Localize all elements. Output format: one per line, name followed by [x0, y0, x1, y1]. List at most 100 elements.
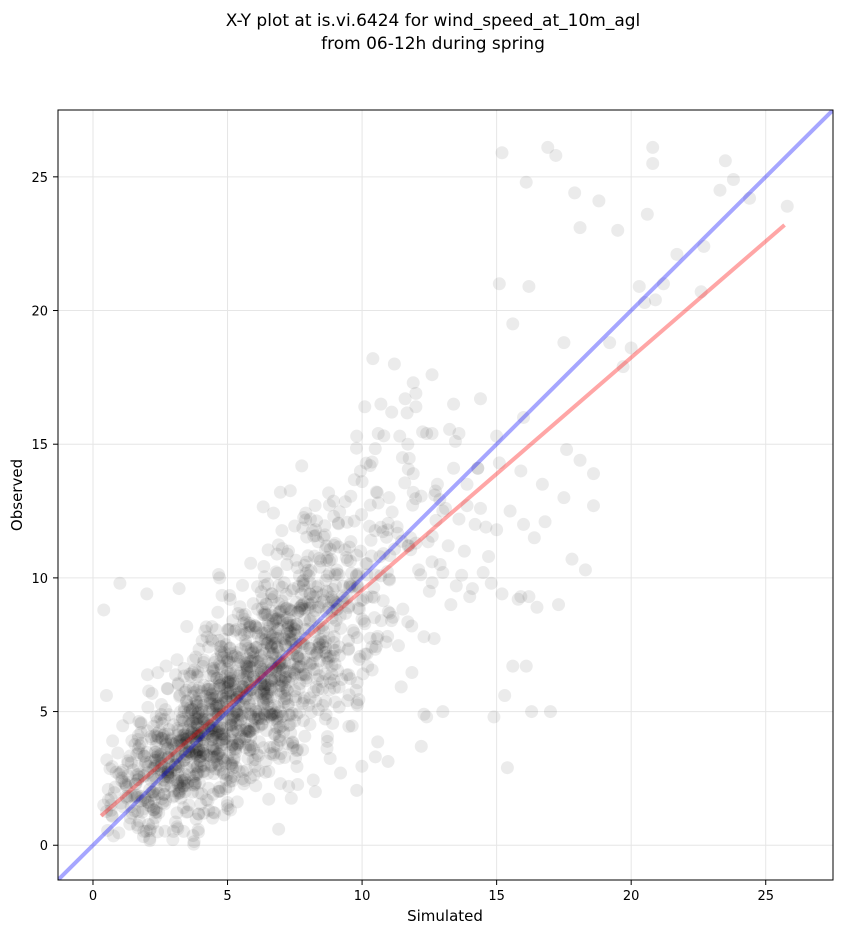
data-point: [304, 705, 318, 719]
data-point: [289, 641, 303, 655]
data-point: [243, 654, 257, 668]
data-point: [280, 601, 294, 615]
data-point: [147, 769, 161, 783]
data-point: [267, 748, 281, 762]
data-point: [307, 549, 321, 563]
data-point: [335, 672, 349, 686]
data-point: [221, 702, 235, 716]
data-point: [294, 587, 308, 601]
data-point: [260, 577, 274, 591]
data-point: [130, 747, 144, 761]
data-point: [186, 721, 200, 735]
data-point: [128, 789, 142, 803]
data-point: [290, 617, 304, 631]
data-point: [105, 760, 119, 774]
data-point: [195, 728, 209, 742]
data-point: [391, 639, 405, 653]
data-point: [646, 140, 660, 154]
data-point: [264, 665, 278, 679]
data-point: [276, 686, 290, 700]
data-point: [326, 716, 340, 730]
data-point: [210, 749, 224, 763]
data-point: [124, 799, 138, 813]
data-point: [157, 712, 171, 726]
data-point: [197, 712, 211, 726]
data-point: [229, 742, 243, 756]
data-point: [286, 647, 300, 661]
data-point: [479, 520, 493, 534]
data-point: [220, 799, 234, 813]
data-point: [251, 712, 265, 726]
data-point: [125, 734, 139, 748]
data-point: [331, 517, 345, 531]
data-point: [235, 709, 249, 723]
data-point: [264, 640, 278, 654]
data-point: [167, 737, 181, 751]
data-point: [212, 708, 226, 722]
data-point: [296, 743, 310, 757]
data-point: [209, 750, 223, 764]
data-point: [213, 681, 227, 695]
data-point: [295, 598, 309, 612]
data-point: [330, 598, 344, 612]
data-point: [383, 606, 397, 620]
data-point: [260, 636, 274, 650]
data-point: [401, 437, 415, 451]
data-point: [254, 632, 268, 646]
data-point: [192, 688, 206, 702]
data-point: [108, 780, 122, 794]
data-point: [264, 656, 278, 670]
data-point: [288, 628, 302, 642]
data-point: [279, 639, 293, 653]
data-point: [99, 689, 113, 703]
data-point: [213, 744, 227, 758]
data-point: [229, 702, 243, 716]
data-point: [290, 561, 304, 575]
data-point: [142, 799, 156, 813]
data-point: [297, 691, 311, 705]
data-point: [291, 660, 305, 674]
data-point: [303, 587, 317, 601]
data-point: [352, 652, 366, 666]
data-point: [452, 427, 466, 441]
data-point: [272, 656, 286, 670]
data-point: [235, 723, 249, 737]
data-point: [248, 619, 262, 633]
data-point: [295, 601, 309, 615]
data-point: [254, 585, 268, 599]
data-point: [360, 557, 374, 571]
data-point: [200, 749, 214, 763]
data-point: [161, 727, 175, 741]
data-point: [260, 693, 274, 707]
data-point: [280, 622, 294, 636]
data-point: [214, 671, 228, 685]
data-point: [252, 655, 266, 669]
data-point: [255, 665, 269, 679]
data-point: [190, 734, 204, 748]
data-point: [169, 668, 183, 682]
data-point: [225, 756, 239, 770]
data-point: [272, 658, 286, 672]
data-point: [220, 654, 234, 668]
data-point: [726, 173, 740, 187]
data-point: [224, 713, 238, 727]
data-point: [188, 748, 202, 762]
data-point: [151, 825, 165, 839]
data-point: [409, 492, 423, 506]
data-point: [235, 712, 249, 726]
data-point: [232, 685, 246, 699]
data-point: [194, 760, 208, 774]
data-point: [290, 759, 304, 773]
data-point: [198, 728, 212, 742]
data-point: [158, 739, 172, 753]
data-point: [286, 739, 300, 753]
data-point: [265, 690, 279, 704]
data-point: [177, 779, 191, 793]
data-point: [315, 595, 329, 609]
data-point: [342, 642, 356, 656]
data-point: [180, 805, 194, 819]
data-point: [301, 563, 315, 577]
data-point: [171, 764, 185, 778]
data-point: [207, 661, 221, 675]
data-point: [319, 573, 333, 587]
